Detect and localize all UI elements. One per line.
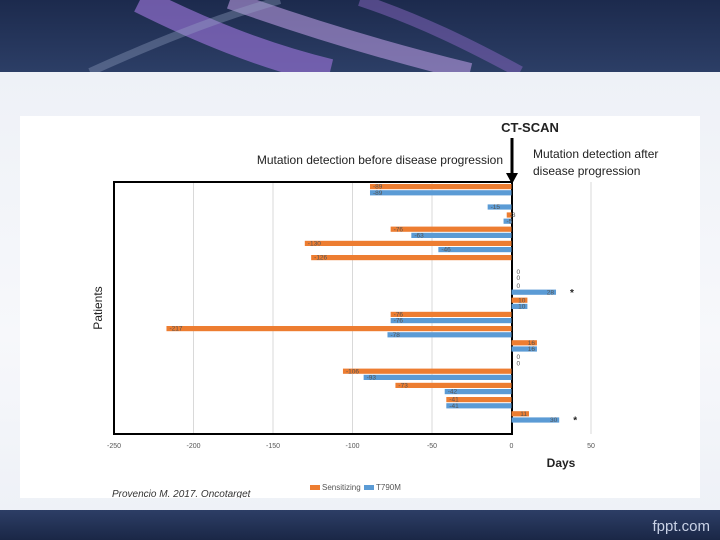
- bar-sensitizing-8: [511, 297, 528, 303]
- data-label-sensitizing-11: 16: [528, 340, 536, 347]
- chart-legend: Sensitizing T790M: [310, 483, 401, 492]
- bar-t790m-9: [390, 318, 512, 324]
- bar-sensitizing-0: [369, 184, 512, 190]
- data-label-t790m-7: 28: [547, 289, 555, 296]
- data-label-t790m-9: -76: [394, 318, 404, 325]
- significance-star-16: *: [573, 416, 577, 427]
- x-tick-label-6: 50: [587, 443, 595, 450]
- after-progression-label-line2: disease progression: [533, 164, 640, 178]
- bar-chart: -89-3-76-130-1260010-76-217160-106-73-41…: [91, 120, 658, 500]
- bar-sensitizing-16: [511, 411, 529, 417]
- bar-t790m-14: [444, 389, 512, 395]
- significance-star-7: *: [570, 288, 574, 299]
- data-label-sensitizing-6: 0: [517, 269, 521, 276]
- bar-t790m-4: [438, 247, 512, 253]
- bar-sensitizing-2: [506, 212, 512, 218]
- data-label-t790m-10: -78: [390, 332, 400, 339]
- data-label-t790m-2: -5: [507, 218, 513, 225]
- data-label-sensitizing-7: 0: [517, 283, 521, 290]
- data-label-t790m-16: 30: [550, 417, 558, 424]
- after-progression-label-line1: Mutation detection after: [533, 147, 658, 161]
- x-tick-label-1: -200: [186, 443, 200, 450]
- bar-t790m-16: [511, 417, 560, 423]
- data-label-sensitizing-0: -89: [373, 184, 383, 191]
- data-label-t790m-0: -89: [373, 190, 383, 197]
- data-label-sensitizing-13: -106: [346, 368, 359, 375]
- x-tick-label-2: -150: [266, 443, 280, 450]
- data-label-sensitizing-16: 11: [520, 411, 527, 418]
- x-axis-label: Days: [547, 456, 576, 470]
- data-label-t790m-8: 10: [518, 304, 526, 311]
- dna-helix-decoration: [88, 0, 523, 72]
- before-progression-label: Mutation detection before disease progre…: [257, 153, 503, 167]
- legend-swatch-t790m: [364, 485, 374, 490]
- bar-t790m-11: [511, 346, 537, 352]
- legend-swatch-sensitizing: [310, 485, 320, 490]
- ct-scan-arrow-icon: [506, 173, 518, 184]
- bar-t790m-2: [503, 218, 512, 224]
- data-label-sensitizing-10: -217: [169, 326, 182, 333]
- ct-scan-label: CT-SCAN: [501, 120, 559, 135]
- source-citation: Provencio M. 2017. Oncotarget: [112, 489, 252, 498]
- data-label-sensitizing-4: -130: [308, 241, 321, 248]
- legend-label-t790m: T790M: [376, 483, 401, 492]
- bar-t790m-10: [387, 332, 512, 338]
- data-label-t790m-14: -42: [448, 389, 458, 396]
- data-label-sensitizing-9: -76: [394, 312, 404, 319]
- x-tick-label-3: -100: [345, 443, 359, 450]
- bar-sensitizing-11: [511, 340, 537, 346]
- data-label-sensitizing-12: 0: [517, 354, 521, 361]
- chart-figure: -89 -3 -76 -130 -126 0 0 10 -76 -217 16 0 -106 -73 -41…: [20, 116, 700, 500]
- footer-band: [0, 510, 720, 540]
- bar-t790m-0: [369, 190, 512, 196]
- data-label-t790m-6: 0: [517, 275, 521, 282]
- bar-t790m-3: [411, 232, 512, 238]
- bar-sensitizing-13: [342, 368, 512, 374]
- data-label-t790m-13: -93: [367, 375, 377, 382]
- data-label-t790m-12: 0: [517, 360, 521, 367]
- footer-brand: fppt.com: [652, 518, 710, 535]
- data-label-sensitizing-3: -76: [394, 226, 404, 233]
- bar-sensitizing-10: [166, 326, 512, 332]
- data-label-t790m-15: -41: [449, 403, 459, 410]
- data-label-sensitizing-15: -41: [449, 397, 459, 404]
- data-label-t790m-11: 16: [528, 346, 536, 353]
- data-label-sensitizing-8: 10: [518, 297, 526, 304]
- x-tick-label-0: -250: [107, 443, 121, 450]
- data-label-t790m-4: -46: [441, 247, 451, 254]
- x-tick-label-4: -50: [427, 443, 437, 450]
- bar-t790m-15: [446, 403, 512, 409]
- data-label-t790m-1: -15: [491, 204, 501, 211]
- x-tick-label-5: 0: [510, 443, 514, 450]
- bar-t790m-13: [363, 374, 512, 380]
- data-label-t790m-3: -63: [414, 233, 424, 240]
- bar-sensitizing-4: [304, 240, 512, 246]
- y-axis-label: Patients: [91, 286, 105, 329]
- header-band: [0, 0, 720, 72]
- bar-t790m-1: [487, 204, 512, 210]
- bar-sensitizing-14: [395, 382, 512, 388]
- bar-sensitizing-5: [311, 255, 512, 261]
- bar-t790m-7: [511, 289, 557, 295]
- bar-sensitizing-15: [446, 397, 512, 403]
- data-label-sensitizing-14: -73: [398, 383, 408, 390]
- bar-sensitizing-3: [390, 226, 512, 232]
- x-tick-labels: -250 -200 -150 -100 -50 0 50: [107, 443, 595, 450]
- legend-label-sensitizing: Sensitizing: [322, 483, 361, 492]
- data-label-sensitizing-2: -3: [510, 212, 516, 219]
- bar-sensitizing-9: [390, 311, 512, 317]
- data-label-sensitizing-5: -126: [314, 255, 327, 262]
- bar-t790m-8: [511, 303, 528, 309]
- chart-bars: -89-3-76-130-1260010-76-217160-106-73-41…: [166, 184, 577, 427]
